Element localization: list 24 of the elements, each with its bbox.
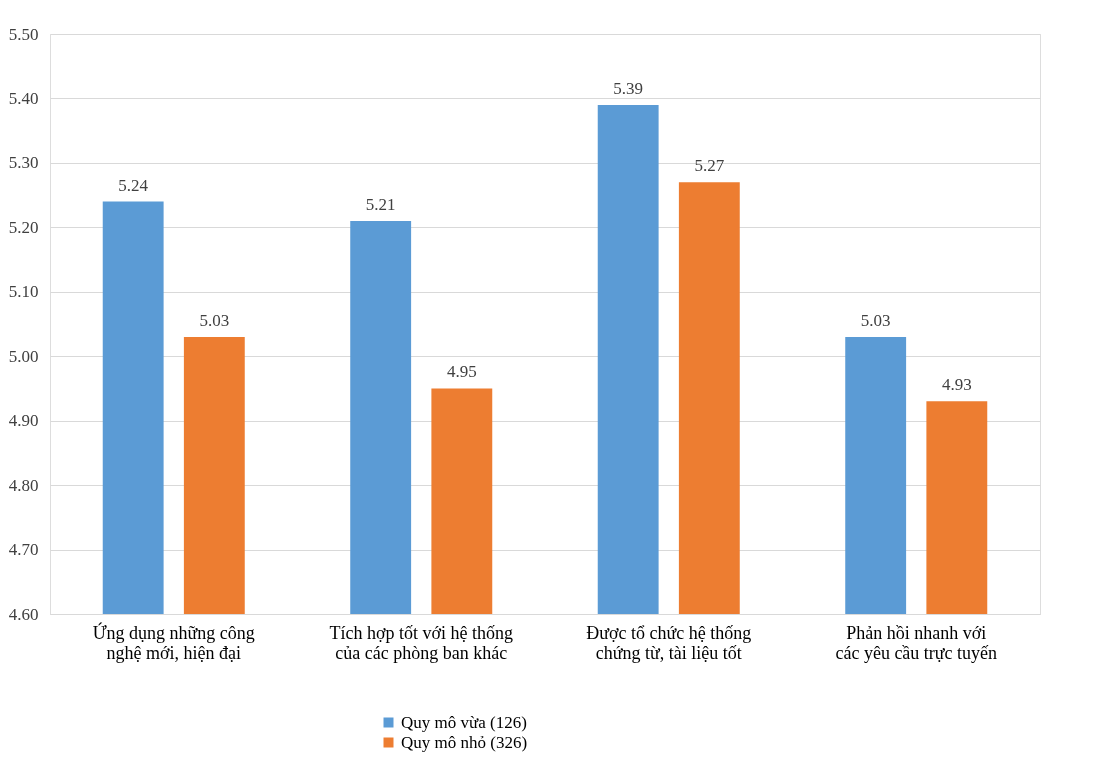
x-tick-label: Được tổ chức hệ thống chứng từ, tài liệu tốt	[586, 622, 752, 663]
data-label: 5.24	[118, 175, 149, 195]
data-label: 5.27	[694, 156, 725, 176]
y-tick-label: 5.30	[8, 153, 39, 173]
data-label: 5.39	[613, 78, 644, 98]
y-tick-label: 4.60	[8, 604, 39, 624]
x-tick-label: Tích hợp tốt với hệ thống của các phòng ban khác	[329, 622, 514, 663]
data-label: 5.03	[199, 310, 230, 330]
y-tick-label: 5.00	[8, 346, 39, 366]
y-tick-label: 5.40	[8, 88, 39, 108]
y-tick-label: 5.10	[8, 282, 39, 302]
data-label: 4.95	[446, 362, 477, 382]
data-label: 4.93	[941, 375, 972, 395]
x-tick-label: Phản hồi nhanh với các yêu cầu trực tuyến	[835, 622, 998, 663]
data-label: 5.21	[365, 194, 396, 214]
y-tick-label: 4.90	[8, 411, 39, 431]
legend-label: Quy mô nhỏ (326)	[401, 732, 528, 752]
x-tick-label: Ứng dụng những công nghệ mới, hiện đại	[92, 621, 255, 663]
data-label: 5.03	[860, 310, 891, 330]
y-tick-label: 5.20	[8, 217, 39, 237]
y-tick-label: 4.80	[8, 475, 39, 495]
y-tick-label: 5.50	[8, 24, 39, 44]
y-tick-label: 4.70	[8, 540, 39, 560]
legend-label: Quy mô vừa (126)	[401, 712, 527, 732]
